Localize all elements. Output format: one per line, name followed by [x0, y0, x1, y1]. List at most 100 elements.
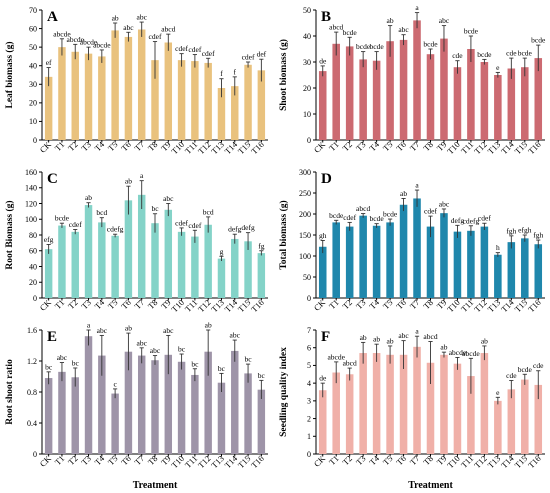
panel-letter: E [47, 329, 57, 345]
x-tick-label: T2 [340, 297, 354, 311]
y-tick-label: 10 [303, 110, 311, 119]
bar [111, 235, 119, 298]
significance-label: abcd [161, 25, 175, 34]
significance-label: abc [97, 326, 108, 335]
bar [372, 353, 381, 454]
x-tick-label: T7 [132, 139, 146, 153]
significance-label: bc [218, 364, 226, 373]
bar [440, 38, 448, 140]
y-axis-label: Root shoot ratio [5, 359, 15, 425]
significance-label: bcd [96, 208, 107, 217]
significance-label: abc [439, 16, 450, 25]
significance-label: abcde [449, 348, 467, 357]
bar [359, 215, 367, 298]
bar [164, 354, 173, 454]
x-tick-label: CK [312, 297, 328, 313]
significance-label: de [319, 56, 327, 65]
significance-label: ab [205, 321, 212, 330]
significance-label: fgh [506, 226, 516, 235]
bar [151, 360, 159, 454]
x-tick-label: T6 [119, 297, 133, 311]
bar [257, 253, 266, 298]
significance-label: abcd [329, 23, 343, 32]
x-tick-label: T1 [327, 139, 341, 153]
y-tick-label: 40 [303, 32, 311, 41]
significance-label: ab [125, 324, 132, 333]
bar [534, 244, 543, 298]
x-tick-label: T8 [146, 453, 160, 467]
x-tick-label: T6 [394, 297, 408, 311]
x-tick-label: T16 [249, 139, 266, 156]
bar [204, 351, 212, 454]
x-axis-title: Treatment [133, 480, 178, 491]
bar [98, 222, 106, 298]
bar [191, 374, 199, 454]
y-tick-label: 150 [299, 231, 311, 240]
significance-label: cdef [149, 32, 162, 41]
bar [124, 351, 133, 454]
significance-label: bcde [356, 42, 371, 51]
bar [507, 389, 516, 454]
significance-label: bcde [464, 27, 479, 36]
bar [494, 75, 502, 140]
significance-label: ab [387, 336, 394, 345]
bar [58, 225, 66, 298]
significance-label: de [319, 374, 327, 383]
bar [440, 354, 448, 454]
significance-label: e [496, 63, 500, 72]
y-axis-label: Leaf biomass (g) [4, 41, 15, 108]
x-tick-label: T6 [394, 139, 408, 153]
significance-label: cdefg [107, 225, 124, 234]
bar [372, 225, 381, 298]
bar [521, 238, 529, 298]
y-tick-label: 120 [25, 199, 37, 208]
bar [413, 346, 421, 454]
significance-label: ab [387, 16, 394, 25]
significance-label: a [87, 321, 91, 330]
significance-label: g [220, 247, 224, 256]
x-tick-label: T5 [106, 297, 120, 311]
x-tick-label: T3 [79, 139, 93, 153]
x-tick-label: CK [38, 297, 54, 313]
significance-label: a [415, 3, 419, 12]
significance-label: abc [398, 25, 409, 34]
x-tick-label: CK [312, 139, 328, 155]
bar [440, 213, 448, 298]
significance-label: bcde [531, 36, 546, 45]
y-tick-label: 20 [303, 84, 311, 93]
significance-label: cdef [424, 207, 437, 216]
bar [151, 223, 159, 298]
bar [453, 363, 462, 454]
x-tick-label: CK [38, 453, 54, 469]
x-tick-label: T1 [53, 297, 67, 311]
x-axis-title: Treatment [408, 480, 453, 491]
significance-label: abc [123, 23, 134, 32]
significance-label: ab [400, 189, 407, 198]
bar [332, 372, 340, 454]
bar [111, 393, 119, 454]
x-tick-label: T7 [408, 453, 422, 467]
bar [332, 43, 340, 140]
bar [84, 53, 93, 141]
x-tick-label: T2 [340, 139, 354, 153]
bar [318, 390, 327, 454]
bar [521, 379, 529, 454]
y-tick-label: 0 [33, 136, 37, 145]
bar [191, 61, 199, 141]
y-tick-label: 0 [307, 450, 311, 459]
y-tick-label: 40 [29, 262, 37, 271]
significance-label: cdef [343, 213, 356, 222]
y-tick-label: 300 [299, 168, 311, 177]
bar [257, 70, 266, 140]
significance-label: ab [85, 193, 92, 202]
bar [244, 241, 252, 298]
bar [98, 56, 106, 140]
significance-label: bcde [370, 214, 385, 223]
bar [151, 60, 159, 141]
bar [521, 67, 529, 140]
significance-label: abcde [66, 35, 84, 44]
bar [359, 59, 367, 140]
significance-label: fgh [533, 231, 543, 240]
